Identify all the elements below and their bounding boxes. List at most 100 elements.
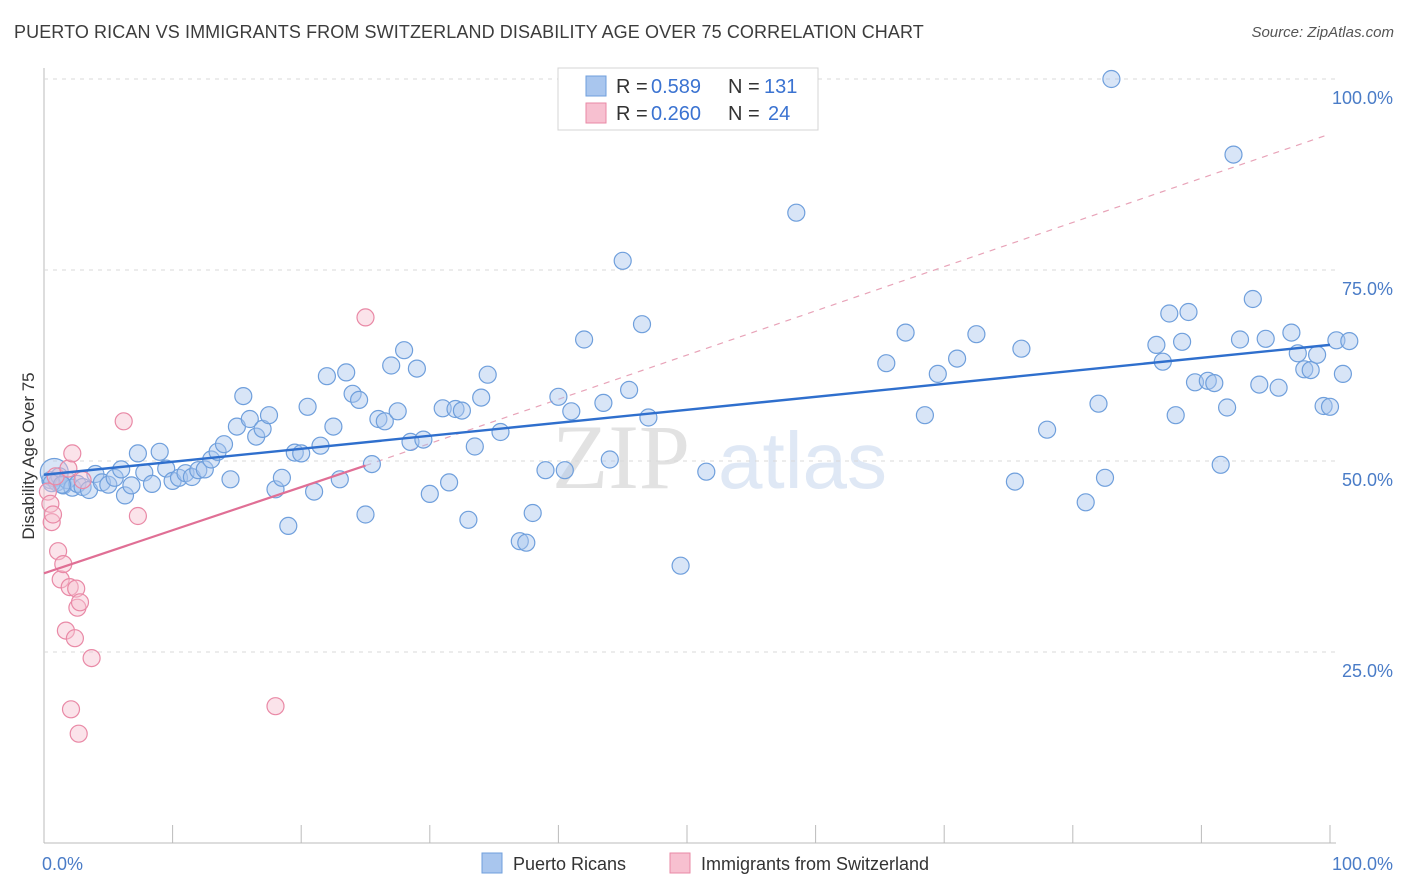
puerto-ricans-point-118 <box>1269 378 1288 397</box>
puerto-ricans-point-56 <box>382 356 401 375</box>
puerto-ricans-point-128 <box>1340 332 1359 351</box>
switzerland-point-20 <box>114 412 133 431</box>
puerto-ricans-point-75 <box>536 461 555 480</box>
puerto-ricans-point-127 <box>1333 364 1353 383</box>
switzerland-point-23 <box>356 308 375 327</box>
puerto-ricans-point-26 <box>189 461 208 480</box>
puerto-ricans-point-69 <box>472 388 491 407</box>
y-tick-label-75: 75.0% <box>1342 279 1393 299</box>
puerto-ricans-point-124 <box>1314 396 1333 416</box>
puerto-ricans-point-58 <box>395 341 414 360</box>
puerto-ricans-point-76 <box>549 387 568 406</box>
source-label: Source: ZipAtlas.com <box>1251 24 1394 41</box>
switzerland-point-13 <box>65 629 85 648</box>
puerto-ricans-point-121 <box>1295 360 1314 379</box>
puerto-ricans-point-98 <box>1076 493 1095 512</box>
switzerland-point-2 <box>42 512 61 532</box>
switzerland-point-19 <box>82 648 101 668</box>
puerto-ricans-point-80 <box>594 393 613 412</box>
puerto-ricans-point-47 <box>324 417 343 436</box>
puerto-ricans-point-39 <box>272 468 291 487</box>
switzerland-point-10 <box>60 577 79 597</box>
switzerland-point-21 <box>128 506 147 526</box>
puerto-ricans-point-94 <box>967 325 986 344</box>
legend-n-value-2: 24 <box>768 103 790 125</box>
puerto-ricans-point-34 <box>240 409 259 429</box>
puerto-ricans-point-107 <box>1179 302 1198 322</box>
puerto-ricans-point-87 <box>697 462 716 481</box>
switzerland-point-17 <box>70 593 90 612</box>
puerto-ricans-point-116 <box>1250 375 1269 394</box>
puerto-ricans-point-74 <box>523 503 542 523</box>
puerto-ricans-point-53 <box>362 455 381 474</box>
y-tick-label-50: 50.0% <box>1342 470 1393 490</box>
puerto-ricans-point-51 <box>350 390 369 409</box>
puerto-ricans-point-66 <box>452 401 471 420</box>
legend-n-label-2: N = <box>728 103 760 125</box>
puerto-ricans-point-61 <box>414 430 433 449</box>
puerto-ricans-point-83 <box>619 380 639 399</box>
puerto-ricans-point-70 <box>478 365 497 384</box>
puerto-ricans-point-37 <box>259 406 279 425</box>
legend-swatch-switzerland <box>585 102 607 124</box>
puerto-ricans-point-68 <box>465 437 484 456</box>
puerto-ricans-point-82 <box>613 251 632 270</box>
bottom-legend-label-switzerland: Immigrants from Switzerland <box>701 854 929 874</box>
puerto-ricans-point-105 <box>1166 406 1185 425</box>
puerto-ricans-point-115 <box>1243 289 1262 309</box>
legend-swatch-puerto-ricans <box>585 75 607 97</box>
puerto-ricans-point-72 <box>510 532 529 551</box>
puerto-ricans-point-55 <box>375 412 394 431</box>
y-axis-title: Disability Age Over 75 <box>19 372 38 539</box>
points-puerto-ricans <box>39 69 1359 575</box>
switzerland-point-1 <box>41 494 60 513</box>
puerto-ricans-point-49 <box>337 363 356 382</box>
x-tick-label-0: 0.0% <box>42 854 83 874</box>
puerto-ricans-point-92 <box>928 364 947 383</box>
puerto-ricans-point-111 <box>1211 455 1230 474</box>
y-tick-label-25: 25.0% <box>1342 661 1393 681</box>
trend-line-switzerland-extension <box>365 133 1331 467</box>
bottom-legend: Puerto Ricans Immigrants from Switzerlan… <box>481 852 929 874</box>
puerto-ricans-point-123 <box>1307 345 1327 364</box>
puerto-ricans-point-30 <box>214 435 234 454</box>
puerto-ricans-point-62 <box>420 484 439 503</box>
switzerland-point-22 <box>266 697 285 716</box>
puerto-ricans-point-33 <box>234 387 253 406</box>
puerto-ricans-point-89 <box>877 354 896 373</box>
legend-r-label-2: R = <box>616 103 648 125</box>
puerto-ricans-point-60 <box>407 359 426 378</box>
puerto-ricans-point-84 <box>632 315 652 334</box>
puerto-ricans-point-86 <box>671 556 690 575</box>
puerto-ricans-point-43 <box>298 397 317 416</box>
puerto-ricans-point-52 <box>356 505 375 524</box>
puerto-ricans-point-79 <box>574 330 594 349</box>
puerto-ricans-point-65 <box>446 399 465 419</box>
puerto-ricans-point-91 <box>915 406 935 425</box>
puerto-ricans-point-12 <box>99 475 118 494</box>
puerto-ricans-point-15 <box>115 486 135 505</box>
puerto-ricans-point-114 <box>1230 330 1250 349</box>
puerto-ricans-point-126 <box>1327 331 1346 350</box>
bottom-legend-swatch-switzerland <box>669 852 691 874</box>
puerto-ricans-point-77 <box>555 461 574 480</box>
puerto-ricans-point-106 <box>1172 332 1192 351</box>
puerto-ricans-point-113 <box>1224 145 1243 164</box>
puerto-ricans-point-73 <box>517 533 536 552</box>
puerto-ricans-point-46 <box>317 367 336 386</box>
switzerland-point-14 <box>67 579 86 598</box>
puerto-ricans-point-90 <box>896 323 915 342</box>
legend-r-label-1: R = <box>616 76 648 98</box>
puerto-ricans-point-117 <box>1256 329 1275 348</box>
puerto-ricans-point-19 <box>142 474 162 493</box>
puerto-ricans-point-64 <box>440 473 459 492</box>
puerto-ricans-point-95 <box>1005 472 1025 491</box>
x-ticks <box>43 825 1331 843</box>
switzerland-point-18 <box>73 471 92 490</box>
puerto-ricans-point-125 <box>1320 397 1340 416</box>
gridlines <box>44 78 1336 653</box>
puerto-ricans-point-40 <box>279 516 298 536</box>
legend-n-label-1: N = <box>728 76 760 98</box>
puerto-ricans-point-17 <box>128 444 147 463</box>
switzerland-point-9 <box>59 459 78 478</box>
